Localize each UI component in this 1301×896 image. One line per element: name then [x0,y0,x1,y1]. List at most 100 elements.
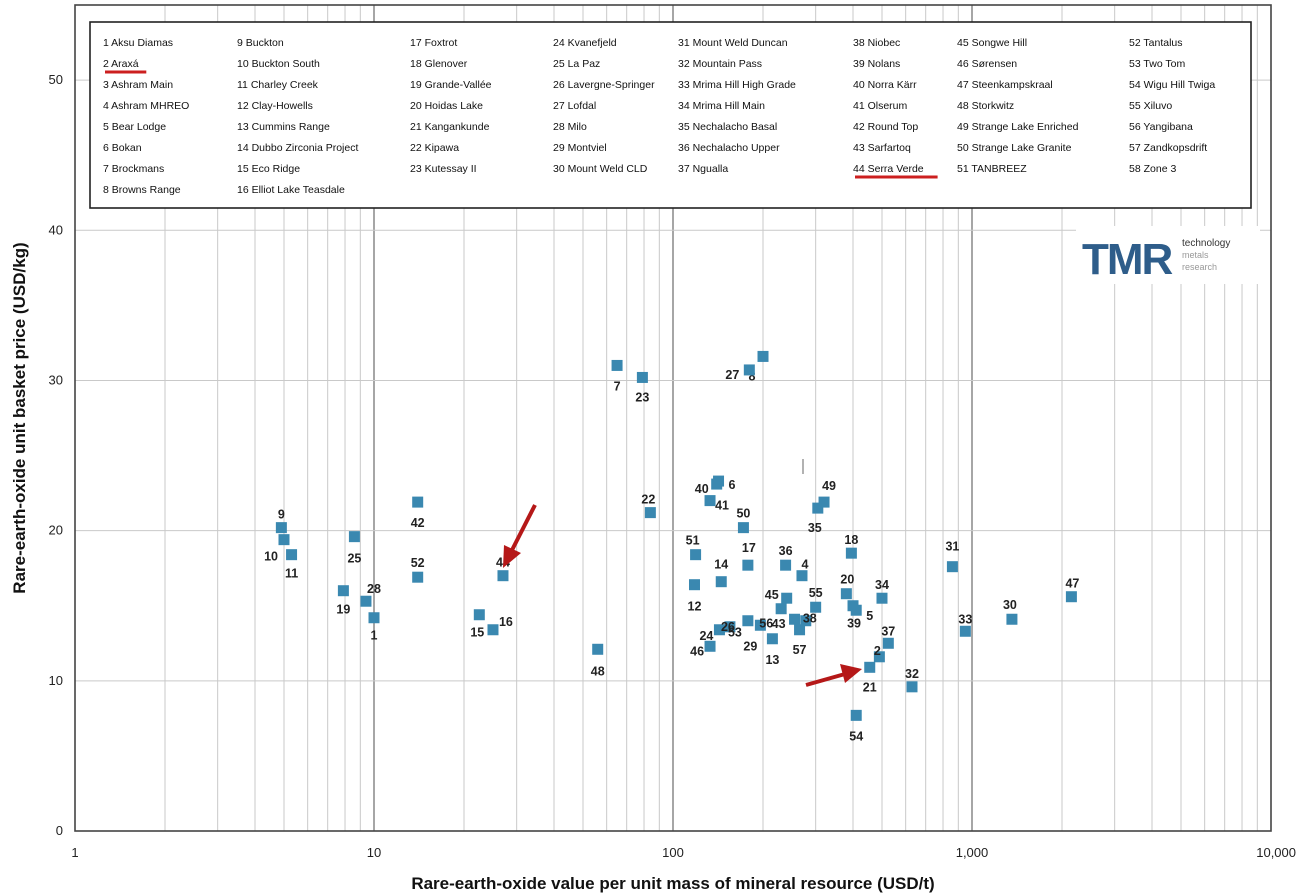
legend-entry: 22 Kipawa [410,142,459,154]
logo-line-3: research [1182,262,1217,272]
data-label-11: 11 [285,567,298,581]
data-point-56 [775,603,787,615]
data-label-7: 7 [614,379,621,393]
data-label-51: 51 [686,534,700,548]
data-label-52: 52 [411,556,425,570]
x-tick-label: 10,000 [1256,845,1296,860]
data-point-45 [781,592,793,604]
data-label-19: 19 [336,603,350,617]
data-label-17: 17 [742,541,756,555]
data-label-54: 54 [849,729,863,743]
legend-entry: 27 Lofdal [553,100,596,112]
data-point-21 [864,661,876,673]
data-point-8 [757,350,769,362]
data-label-4: 4 [802,558,809,572]
y-tick-labels: 0 10 20 30 40 50 [49,72,63,838]
data-label-57: 57 [793,643,807,657]
data-label-33: 33 [958,612,972,626]
data-point-44 [497,570,509,582]
data-point-50 [737,522,749,534]
legend-entry: 1 Aksu Diamas [103,37,173,49]
data-point-17 [742,559,754,571]
data-point-19 [337,585,349,597]
data-label-26: 26 [721,620,735,634]
arrow-head-2 [840,664,862,683]
data-label-31: 31 [945,540,959,554]
legend-entry: 44 Serra Verde [853,163,924,175]
data-label-20: 20 [840,573,854,587]
legend-entry: 56 Yangibana [1129,121,1193,133]
data-label-27: 27 [725,368,739,382]
legend-entry: 33 Mrima Hill High Grade [678,79,796,91]
data-point-23 [636,371,648,383]
legend-entry: 6 Bokan [103,142,142,154]
data-label-41: 41 [715,499,729,513]
legend-entry: 34 Mrima Hill Main [678,100,765,112]
data-point-9 [275,522,287,534]
legend-entry: 30 Mount Weld CLD [553,163,648,175]
data-point-32 [906,681,918,693]
data-point-42 [412,496,424,508]
data-label-25: 25 [347,552,361,566]
x-tick-label: 100 [662,845,684,860]
data-label-56: 56 [759,617,773,631]
legend-entry: 24 Kvanefjeld [553,37,617,49]
data-label-13: 13 [765,653,779,667]
data-label-47: 47 [1065,577,1079,591]
data-label-42: 42 [411,516,425,530]
legend-entry: 18 Glenover [410,58,468,70]
data-label-14: 14 [714,558,728,572]
logo-line-2: metals [1182,250,1209,260]
data-label-37: 37 [881,624,895,638]
data-point-47 [1065,591,1077,603]
legend-entry: 38 Niobec [853,37,900,49]
legend-entry: 54 Wigu Hill Twiga [1129,79,1215,91]
legend-entry: 13 Cummins Range [237,121,330,133]
data-points: 1245678910111213141516171819202122232425… [264,350,1079,743]
y-tick-label: 50 [49,72,63,87]
legend-entry: 19 Grande-Vallée [410,79,492,91]
legend-entry: 55 Xiluvo [1129,100,1172,112]
y-tick-label: 0 [56,823,63,838]
data-label-2: 2 [874,644,881,658]
annotation-arrows [503,504,862,687]
legend-entry: 35 Nechalacho Basal [678,121,777,133]
legend-entry: 17 Foxtrot [410,37,457,49]
data-point-55 [810,601,822,613]
data-point-24 [713,624,725,636]
data-label-38: 38 [803,612,817,626]
arrow-to-2 [805,672,846,687]
data-point-25 [348,531,360,543]
legend-entry: 37 Ngualla [678,163,728,175]
data-point-31 [946,561,958,573]
data-point-13 [766,633,778,645]
data-point-27 [743,364,755,376]
data-label-40: 40 [695,482,709,496]
y-tick-label: 20 [49,523,63,538]
data-point-28 [360,595,372,607]
y-axis-title: Rare-earth-oxide unit basket price (USD/… [10,242,29,593]
y-tick-label: 30 [49,372,63,387]
data-point-18 [845,547,857,559]
data-point-11 [286,549,298,561]
data-point-35 [812,502,824,514]
data-label-21: 21 [863,680,877,694]
legend-entry: 43 Sarfartoq [853,142,911,154]
data-point-29 [754,619,766,631]
arrow-head-44 [503,545,521,568]
data-point-38 [800,615,812,627]
x-axis-title: Rare-earth-oxide value per unit mass of … [411,874,934,893]
data-point-10 [278,534,290,546]
data-point-43 [789,613,801,625]
y-tick-label: 10 [49,673,63,688]
legend-entry: 23 Kutessay II [410,163,477,175]
x-tick-label: 1 [71,845,78,860]
legend-entry: 25 La Paz [553,58,600,70]
legend-entry: 7 Brockmans [103,163,164,175]
data-label-12: 12 [688,600,702,614]
data-label-30: 30 [1003,598,1017,612]
data-point-36 [780,559,792,571]
legend-entry: 14 Dubbo Zirconia Project [237,142,358,154]
data-label-48: 48 [591,664,605,678]
legend-entry: 36 Nechalacho Upper [678,142,780,154]
